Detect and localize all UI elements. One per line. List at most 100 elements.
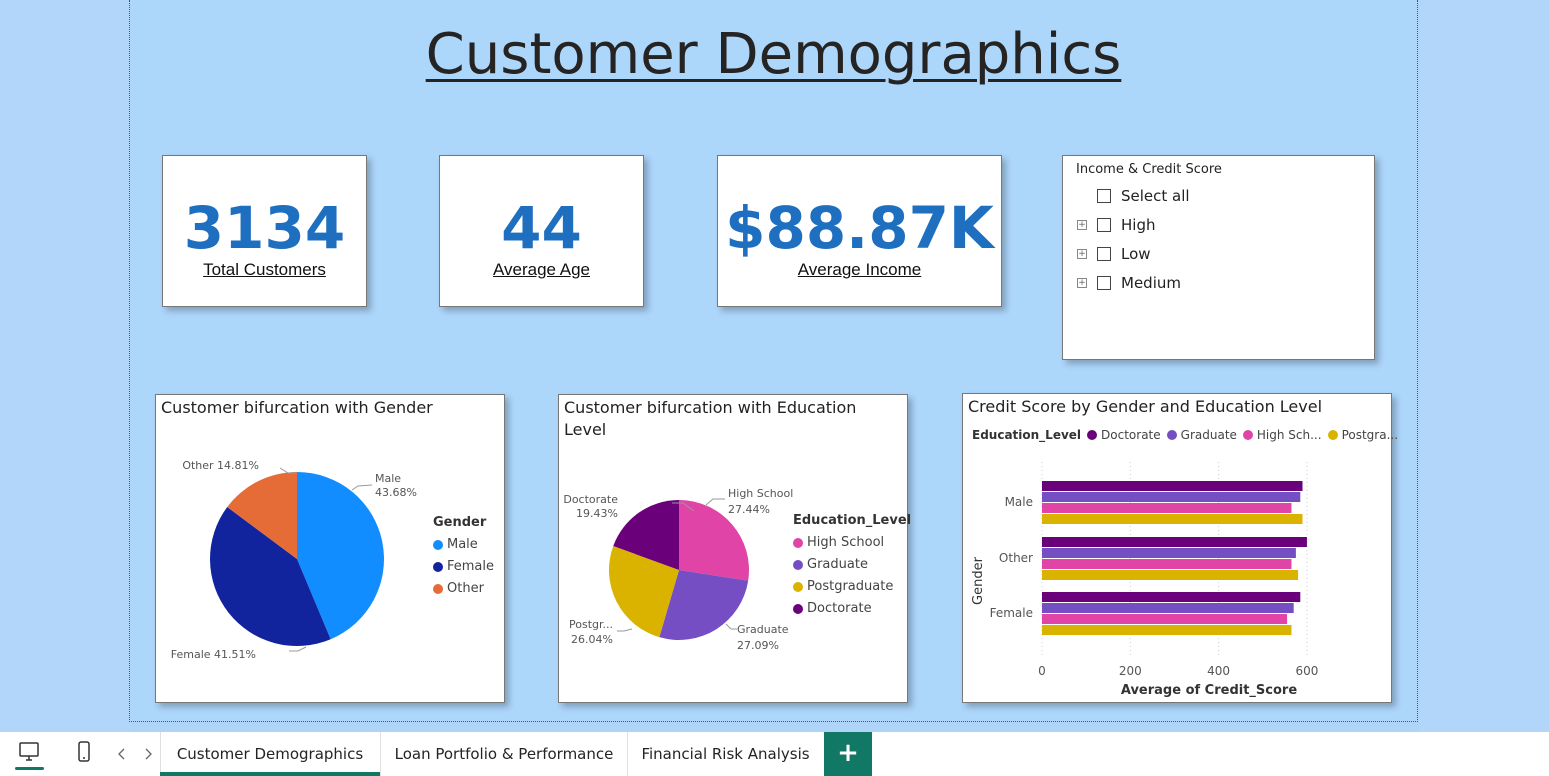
legend-dot-postgraduate — [1327, 430, 1338, 440]
bar-male-high-school[interactable] — [1042, 503, 1292, 513]
bar-male-postgraduate[interactable] — [1042, 514, 1303, 524]
slicer-title: Income & Credit Score — [1076, 162, 1222, 177]
pie-slice-male[interactable] — [297, 472, 384, 640]
bar-other-high-school[interactable] — [1042, 559, 1292, 569]
pie-slice-highschool[interactable] — [679, 500, 749, 581]
legend-item-other[interactable]: Other — [433, 581, 494, 596]
expand-icon[interactable]: + — [1077, 278, 1087, 288]
legend-dot-male — [433, 539, 443, 550]
legend-item-male[interactable]: Male — [433, 537, 494, 552]
slicer-item-medium[interactable]: + Medium — [1077, 272, 1181, 294]
bar-other-postgraduate[interactable] — [1042, 570, 1299, 580]
chevron-right-icon[interactable] — [142, 747, 154, 761]
label-male-pct: 43.68% — [375, 486, 417, 499]
bar-female-postgraduate[interactable] — [1042, 625, 1292, 635]
legend-title: Gender — [433, 515, 487, 530]
label-male: Male — [375, 472, 401, 485]
tab-separator — [627, 732, 628, 776]
expand-icon[interactable]: + — [1077, 249, 1087, 259]
legend-label: Doctorate — [807, 601, 872, 616]
desktop-view-icon[interactable] — [17, 740, 41, 764]
legend-item-doctorate[interactable]: Doctorate — [793, 601, 911, 616]
label-postgrad-pct: 26.04% — [571, 633, 613, 646]
legend-dot-graduate — [793, 559, 803, 570]
kpi-label: Total Customers — [203, 260, 326, 279]
legend-dot-doctorate — [793, 603, 803, 614]
slicer-item-label: Select all — [1121, 187, 1190, 205]
pie-slice-postgraduate[interactable] — [609, 545, 679, 638]
bar-other-graduate[interactable] — [1042, 548, 1296, 558]
bar-other-doctorate[interactable] — [1042, 537, 1307, 547]
slicer-item-select-all[interactable]: Select all — [1077, 185, 1190, 207]
checkbox[interactable] — [1097, 247, 1111, 261]
legend-label: High School — [807, 535, 885, 550]
pie-slice-graduate[interactable] — [659, 570, 749, 640]
legend: Education_Level High School Graduate Pos… — [793, 513, 911, 616]
legend-title: Education_Level — [793, 513, 912, 528]
bar-male-doctorate[interactable] — [1042, 481, 1303, 491]
legend-dot-other — [433, 583, 443, 594]
slicer-item-high[interactable]: + High — [1077, 214, 1155, 236]
tab-loan-portfolio[interactable]: Loan Portfolio & Performance — [394, 745, 614, 763]
x-axis-title: Average of Credit_Score — [1121, 683, 1297, 698]
expand-icon[interactable]: + — [1077, 220, 1087, 230]
legend-dot-graduate — [1166, 430, 1177, 440]
legend-item-postgraduate[interactable]: Postgra... — [1341, 428, 1399, 442]
legend-dot-highschool — [793, 537, 803, 548]
legend-item-graduate[interactable]: Graduate — [793, 557, 911, 572]
desktop-view-indicator — [15, 767, 44, 770]
y-category-label: Other — [999, 551, 1033, 565]
legend-dot-highschool — [1242, 430, 1253, 440]
kpi-value: $88.87K — [725, 194, 994, 262]
checkbox[interactable] — [1097, 276, 1111, 290]
legend-item-graduate[interactable]: Graduate — [1180, 428, 1237, 442]
workspace-left — [0, 0, 130, 732]
label-other: Other 14.81% — [182, 459, 259, 472]
chart-title: Customer bifurcation with Education Leve… — [564, 397, 856, 441]
legend-item-doctorate[interactable]: Doctorate — [1101, 428, 1161, 442]
mobile-view-icon[interactable] — [72, 740, 96, 764]
page-title: Customer Demographics — [425, 22, 1122, 87]
tab-separator — [380, 732, 381, 776]
legend-dot-female — [433, 561, 443, 572]
bar-male-graduate[interactable] — [1042, 492, 1301, 502]
kpi-card-average-age[interactable]: 44 Average Age — [439, 155, 644, 307]
chart-education-pie[interactable]: Customer bifurcation with Education Leve… — [558, 394, 911, 703]
kpi-value: 3134 — [183, 194, 346, 262]
bar-female-high-school[interactable] — [1042, 614, 1288, 624]
x-tick-label: 400 — [1207, 664, 1230, 678]
legend-title: Education_Level — [972, 428, 1082, 442]
label-doctorate: Doctorate — [563, 493, 618, 506]
kpi-label: Average Age — [492, 260, 591, 279]
page-tab-bar: Customer Demographics Loan Portfolio & P… — [0, 732, 1549, 776]
checkbox[interactable] — [1097, 218, 1111, 232]
tab-financial-risk[interactable]: Financial Risk Analysis — [641, 745, 810, 763]
legend-item-highschool[interactable]: High School — [793, 535, 911, 550]
legend-label: Graduate — [807, 557, 868, 572]
label-highschool-pct: 27.44% — [728, 503, 770, 516]
chart-credit-score-bar[interactable]: Credit Score by Gender and Education Lev… — [962, 393, 1398, 703]
pie-slice-other[interactable] — [227, 472, 297, 559]
bar-female-graduate[interactable] — [1042, 603, 1294, 613]
label-highschool: High School — [728, 487, 793, 500]
kpi-card-total-customers[interactable]: 3134 Total Customers — [162, 155, 367, 307]
add-page-button[interactable]: + — [824, 732, 872, 776]
legend-item-highschool[interactable]: High Sch... — [1256, 428, 1322, 442]
bar-female-doctorate[interactable] — [1042, 592, 1301, 602]
checkbox[interactable] — [1097, 189, 1111, 203]
legend-label: Female — [447, 559, 495, 574]
kpi-card-average-income[interactable]: $88.87K Average Income — [717, 155, 1002, 307]
legend-item-female[interactable]: Female — [433, 559, 494, 574]
kpi-label: Average Income — [797, 260, 922, 279]
pie-slice-doctorate[interactable] — [613, 500, 679, 570]
chart-gender-pie[interactable]: Customer bifurcation with Gender Male 43… — [155, 394, 505, 703]
legend-label: Other — [447, 581, 484, 596]
tab-customer-demographics[interactable]: Customer Demographics — [160, 732, 380, 776]
legend-item-postgraduate[interactable]: Postgraduate — [793, 579, 911, 594]
legend: Education_Level Doctorate Graduate High … — [972, 428, 1398, 442]
chart-title-line: Customer bifurcation with Education — [564, 398, 857, 417]
slicer-item-low[interactable]: + Low — [1077, 243, 1151, 265]
pie-slice-female[interactable] — [209, 507, 331, 646]
label-graduate-pct: 27.09% — [737, 639, 779, 652]
chevron-left-icon[interactable] — [116, 747, 128, 761]
